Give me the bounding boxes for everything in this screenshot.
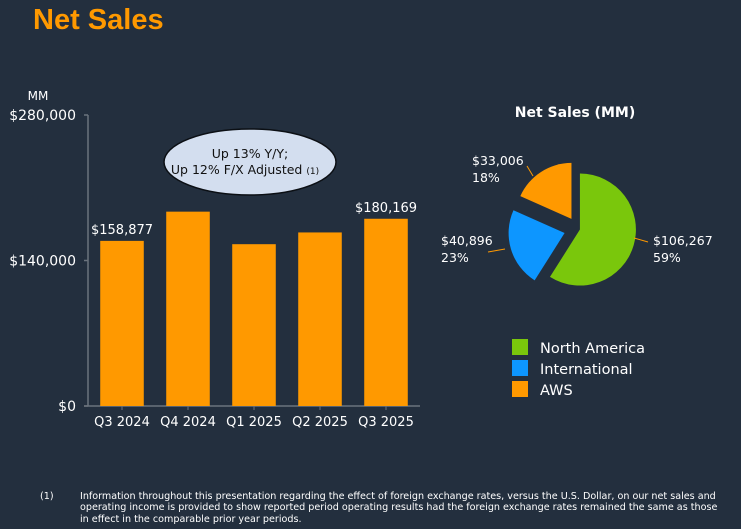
pie-percent-label: 18%	[472, 170, 500, 185]
bar-q1-2025	[232, 244, 276, 406]
x-tick-label: Q3 2025	[358, 415, 414, 430]
pie-leader-line	[487, 248, 506, 253]
pie-labels: $106,267 59% $40,896 23% $33,006 18%	[441, 153, 713, 265]
x-tick-label: Q1 2025	[226, 415, 282, 430]
y-tick-label: $280,000	[9, 108, 76, 124]
x-tick-label: Q2 2025	[292, 415, 348, 430]
growth-callout: Up 13% Y/Y; Up 12% F/X Adjusted (1)	[163, 128, 337, 196]
y-axis: $0 $140,000 $280,000	[9, 108, 88, 415]
legend-label: AWS	[540, 383, 573, 399]
callout-line-2-text: Up 12% F/X Adjusted	[171, 162, 302, 177]
bar-q3-2025	[364, 218, 408, 406]
pie-title: Net Sales (MM)	[515, 105, 635, 121]
bar-data-label: $158,877	[91, 223, 153, 238]
pie-leader-line	[633, 237, 649, 243]
bar-q2-2025	[298, 232, 342, 406]
legend-swatch-aws	[512, 381, 528, 397]
bar-chart: MM $0 $140,000 $280,000 Q3 2024 Q4 2024 Q1 2…	[9, 89, 420, 430]
pie-slice-aws	[520, 162, 572, 219]
pie-legend: North America International AWS	[512, 339, 645, 399]
x-axis-labels: Q3 2024 Q4 2024 Q1 2025 Q2 2025 Q3 2025	[94, 406, 414, 430]
pie-value-label: $33,006	[472, 153, 524, 168]
pie-slices	[508, 162, 636, 286]
pie-leader-line	[526, 165, 534, 177]
footnote-marker: (1)	[40, 491, 54, 502]
pie-chart: Net Sales (MM) $106,267 59% $40,896 23% $33,…	[441, 105, 713, 399]
legend-label: International	[540, 362, 633, 378]
bars	[100, 211, 408, 406]
bar-data-label: $180,169	[355, 201, 417, 216]
bar-q4-2024	[166, 211, 210, 406]
pie-slice-north-america	[549, 173, 636, 286]
legend-label: North America	[540, 341, 645, 357]
x-tick-label: Q3 2024	[94, 415, 150, 430]
y-axis-unit-label: MM	[28, 89, 49, 103]
pie-leader-lines	[487, 165, 649, 253]
legend-swatch-international	[512, 360, 528, 376]
pie-value-label: $40,896	[441, 233, 493, 248]
callout-footnote-ref: (1)	[306, 167, 319, 177]
callout-line-2: Up 12% F/X Adjusted (1)	[171, 162, 319, 177]
pie-value-label: $106,267	[653, 233, 713, 248]
x-tick-label: Q4 2024	[160, 415, 216, 430]
footnote-text: Information throughout this presentation…	[80, 491, 718, 525]
bar-data-labels: $158,877 $180,169	[91, 201, 417, 238]
pie-percent-label: 23%	[441, 250, 469, 265]
callout-bubble	[163, 128, 337, 196]
bar-q3-2024	[100, 240, 144, 406]
y-tick-label: $140,000	[9, 254, 76, 270]
page-title: Net Sales	[33, 4, 164, 36]
pie-slice-international	[508, 210, 565, 281]
legend-swatch-north-america	[512, 339, 528, 355]
pie-percent-label: 59%	[653, 250, 681, 265]
y-tick-label: $0	[58, 399, 76, 415]
callout-line-1: Up 13% Y/Y;	[212, 146, 289, 161]
